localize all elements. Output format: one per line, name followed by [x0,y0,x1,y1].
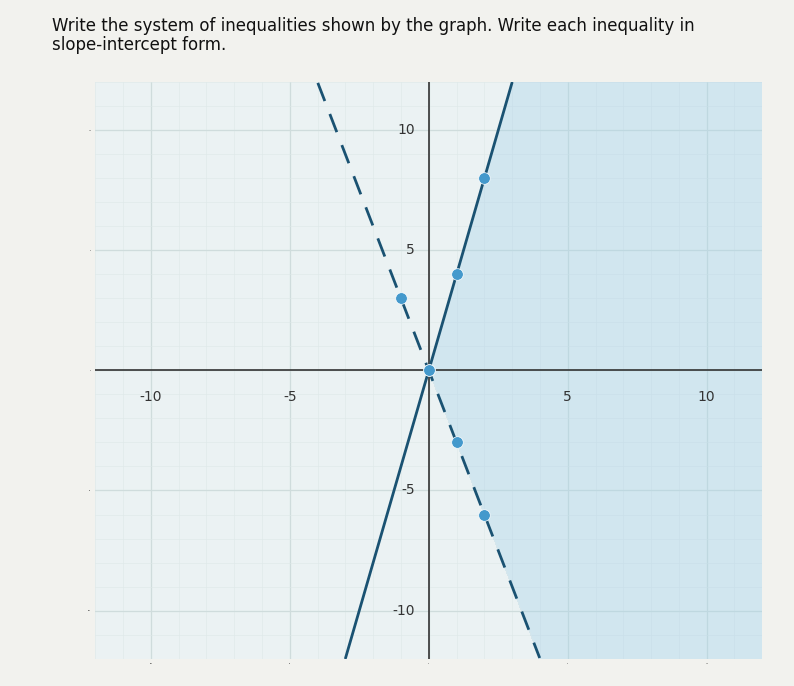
Text: -10: -10 [392,604,414,617]
Text: -5: -5 [401,484,414,497]
Text: Write the system of inequalities shown by the graph. Write each inequality in: Write the system of inequalities shown b… [52,17,700,35]
Text: -5: -5 [283,390,297,403]
Point [422,365,435,376]
Text: slope-intercept form.: slope-intercept form. [52,36,225,54]
Point [395,293,407,304]
Text: 5: 5 [563,390,572,403]
Point [478,173,491,184]
Point [478,509,491,520]
Text: -10: -10 [140,390,162,403]
Point [422,365,435,376]
Text: 10: 10 [698,390,715,403]
Point [450,437,463,448]
Point [450,269,463,280]
Text: 10: 10 [397,123,414,137]
Text: 5: 5 [406,244,414,257]
